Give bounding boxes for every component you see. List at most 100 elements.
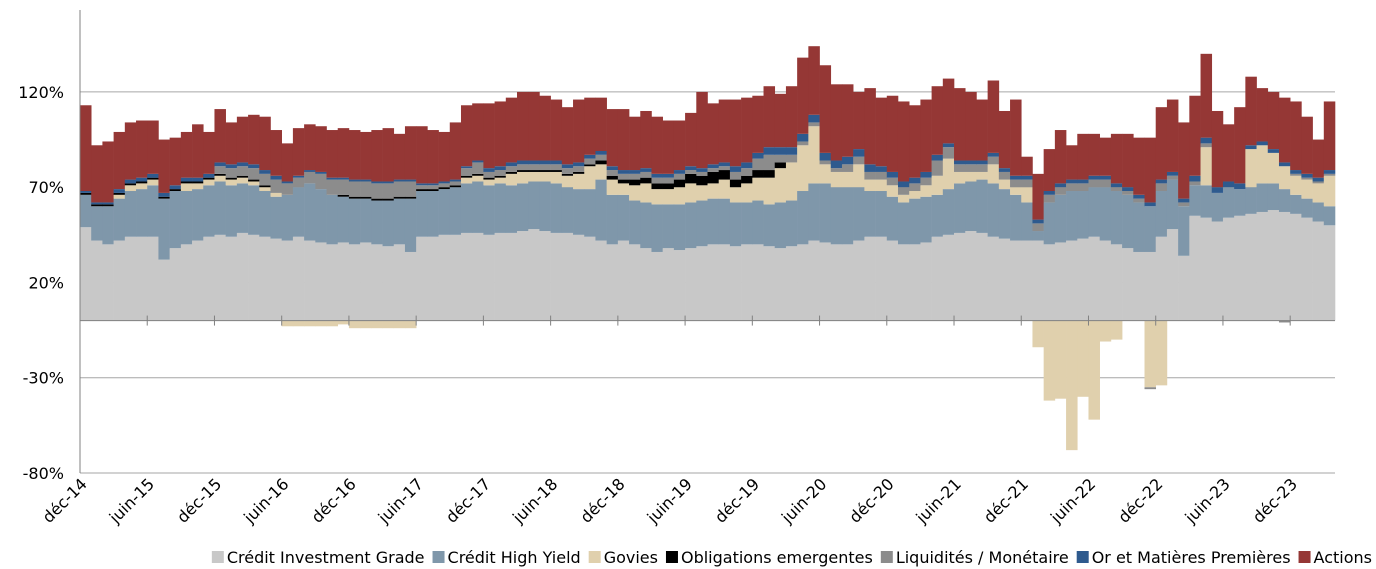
bar-segment xyxy=(517,160,529,165)
bar-segment xyxy=(741,244,753,321)
bar-segment xyxy=(270,179,282,193)
bar-segment xyxy=(808,183,820,241)
bar-segment xyxy=(595,179,607,241)
bar-segment xyxy=(640,183,652,203)
bar-segment xyxy=(91,204,103,207)
bar-segment xyxy=(1066,240,1078,321)
bar-segment xyxy=(1189,175,1201,182)
bar-segment xyxy=(1032,173,1044,220)
bar-segment xyxy=(348,179,361,182)
bar-segment xyxy=(685,183,697,203)
bar-segment xyxy=(808,46,820,115)
bar-segment xyxy=(573,189,585,235)
bar-segment xyxy=(707,183,720,199)
bar-segment xyxy=(1234,189,1246,216)
bar-segment xyxy=(393,179,406,182)
bar-segment xyxy=(326,179,339,195)
bar-segment xyxy=(785,200,798,247)
bar-segment xyxy=(875,171,888,180)
bar-segment xyxy=(640,168,652,172)
bar-segment xyxy=(1110,133,1123,184)
bar-segment xyxy=(259,236,271,321)
bars xyxy=(80,46,1336,451)
bar-segment xyxy=(561,187,574,233)
bar-segment xyxy=(1200,143,1213,148)
bar-segment xyxy=(741,168,753,176)
bar-segment xyxy=(685,173,697,184)
bar-segment xyxy=(1110,191,1123,245)
bar-segment xyxy=(1178,122,1190,199)
bar-segment xyxy=(1021,175,1033,180)
bar-segment xyxy=(158,198,170,260)
bar-segment xyxy=(920,99,932,172)
bar-segment xyxy=(987,80,1000,153)
bar-segment xyxy=(853,149,865,157)
bar-segment xyxy=(236,166,249,176)
legend-swatch xyxy=(665,551,678,563)
bar-segment xyxy=(707,164,720,169)
bar-segment xyxy=(550,99,563,161)
bar-segment xyxy=(1200,137,1213,144)
bar-segment xyxy=(539,171,551,182)
bar-segment xyxy=(1099,187,1112,241)
bar-segment xyxy=(393,320,406,329)
bar-segment xyxy=(113,131,126,190)
bar-segment xyxy=(819,152,832,161)
bar-segment xyxy=(673,170,686,174)
bar-segment xyxy=(797,141,809,146)
bar-segment xyxy=(382,183,395,199)
bar-segment xyxy=(1267,91,1280,150)
bar-segment xyxy=(169,137,182,186)
bar-segment xyxy=(954,88,966,161)
bar-segment xyxy=(651,204,663,252)
bar-segment xyxy=(214,234,226,321)
bar-segment xyxy=(1088,179,1100,188)
bar-segment xyxy=(371,244,383,321)
bar-segment xyxy=(180,183,193,192)
bar-segment xyxy=(1088,236,1100,321)
bar-segment xyxy=(931,194,944,237)
bar-segment xyxy=(606,194,619,245)
bar-segment xyxy=(136,120,148,178)
bar-segment xyxy=(931,175,944,195)
bar-segment xyxy=(1312,181,1325,184)
bar-segment xyxy=(505,171,518,174)
bar-segment xyxy=(214,173,226,176)
bar-segment xyxy=(763,246,776,321)
legend-item: Actions xyxy=(1298,548,1372,567)
bar-segment xyxy=(696,168,708,172)
bar-segment xyxy=(584,236,596,321)
legend-label: Liquidités / Monétaire xyxy=(896,548,1069,567)
bar-segment xyxy=(954,232,966,321)
bar-segment xyxy=(1133,251,1145,321)
x-tick-label: juin-22 xyxy=(1046,474,1099,527)
bar-segment xyxy=(304,183,316,241)
bar-segment xyxy=(942,189,955,235)
bar-segment xyxy=(1222,217,1235,321)
bar-segment xyxy=(774,147,787,155)
bar-segment xyxy=(965,171,977,182)
bar-segment xyxy=(629,173,641,180)
bar-segment xyxy=(404,179,417,182)
bar-segment xyxy=(236,232,249,321)
bar-segment xyxy=(494,232,507,321)
bar-segment xyxy=(225,164,238,169)
bar-segment xyxy=(348,196,361,199)
bar-segment xyxy=(617,109,630,171)
bar-segment xyxy=(517,171,529,184)
bar-segment xyxy=(651,189,663,205)
bar-segment xyxy=(797,244,809,321)
bar-segment xyxy=(158,259,170,321)
bar-segment xyxy=(460,105,473,167)
bar-segment xyxy=(629,244,641,321)
bar-segment xyxy=(337,196,350,243)
bar-segment xyxy=(315,173,327,190)
bar-segment xyxy=(1043,202,1056,245)
bar-segment xyxy=(292,320,305,327)
bar-segment xyxy=(897,202,910,245)
bar-segment xyxy=(763,147,776,155)
bar-segment xyxy=(1144,387,1157,390)
bar-segment xyxy=(1290,194,1302,214)
